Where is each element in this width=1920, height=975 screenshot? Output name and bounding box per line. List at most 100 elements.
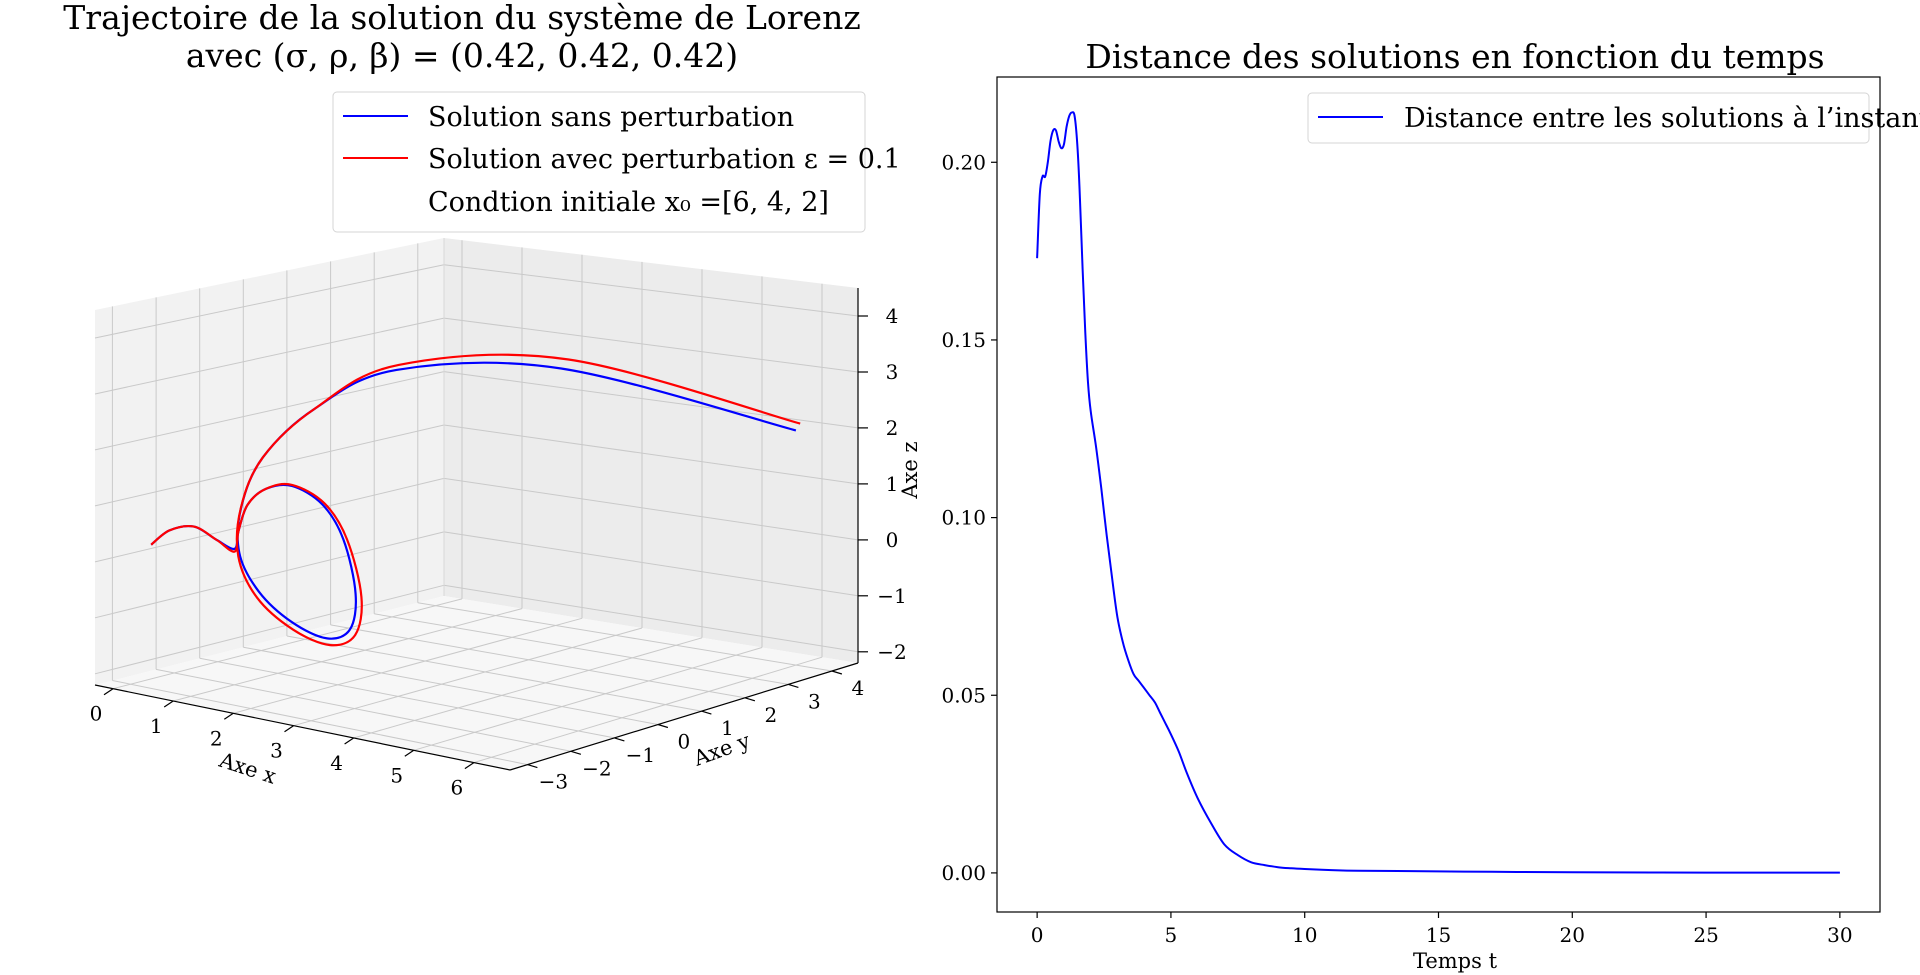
grid-x-floor [473, 656, 823, 764]
y-axis-line [509, 662, 859, 771]
x-tick-label: 0 [1031, 923, 1044, 947]
x-tick-label: 4 [330, 751, 343, 775]
y-tick-label: 3 [808, 689, 821, 713]
grid-y-floor [330, 624, 745, 699]
y-tick-label: −1 [626, 743, 655, 767]
y-tick-label: −2 [582, 756, 611, 780]
grid-x-floor [173, 608, 523, 702]
y-tick-label: 0.20 [941, 150, 986, 174]
grid-x-floor [413, 647, 763, 751]
y-tick-mark [788, 683, 799, 688]
pane-right [444, 238, 858, 663]
plot2d-ticks: 0 5 10 15 20 25 30 0.00 0.05 0.10 0.15 0.20 [941, 150, 1852, 947]
axes-3d-ticks: 0 1 2 3 4 5 6 −3 −2 −1 0 1 2 3 4 −2 −1 0 1 2 3 4 [90, 304, 907, 800]
axes-3d-panes [95, 238, 858, 770]
grid-z-back [443, 424, 859, 485]
plot2d-title: Distance des solutions en fonction du te… [1085, 37, 1824, 76]
y-tick-mark [527, 764, 538, 769]
lorenz-3d-plot: Trajectoire de la solution du système de… [63, 0, 922, 800]
y-tick-label: 0.00 [941, 861, 986, 885]
grid-z-back [443, 531, 859, 597]
legend-2d: Distance entre les solutions à l’instant… [1307, 92, 1920, 144]
y-tick-mark [831, 670, 843, 675]
y-tick-label: 4 [852, 676, 865, 700]
grid-z-left [94, 477, 445, 563]
z-tick-label: 4 [886, 304, 899, 328]
plot3d-title-line1: Trajectoire de la solution du système de… [63, 0, 860, 37]
x-tick-mark [163, 700, 174, 708]
x-tick-mark [223, 712, 234, 720]
grid-x-floor [112, 598, 463, 690]
y-tick-label: 0.05 [941, 683, 986, 707]
grid-z-left [94, 531, 445, 619]
y-tick-mark [701, 710, 712, 715]
grid-z-back [443, 264, 859, 317]
grid-y-floor [286, 635, 702, 712]
grid-z-left [94, 317, 445, 395]
x-tick-label: 25 [1693, 923, 1718, 947]
legend-3d-frame [332, 91, 866, 233]
x-tick-label: 3 [270, 739, 283, 763]
z-tick-label: 1 [886, 472, 899, 496]
grid-y-floor [199, 657, 615, 739]
legend-3d: Solution sans perturbation Solution avec… [332, 91, 901, 233]
y-tick-label: 0.15 [941, 328, 986, 352]
z-tick-label: −2 [877, 640, 906, 664]
grid-x-floor [293, 627, 643, 727]
grid-y-floor [374, 613, 789, 685]
grid-z-left [94, 424, 445, 507]
x-tick-label: 15 [1426, 923, 1451, 947]
x-tick-label: 2 [210, 726, 223, 750]
y-tick-label: 2 [765, 703, 778, 727]
pane-floor [95, 596, 858, 770]
legend-3d-entry-red: Solution avec perturbation ε = 0.1 [428, 144, 901, 175]
legend-2d-entry: Distance entre les solutions à l’instant… [1404, 103, 1920, 134]
x-tick-mark [344, 737, 354, 745]
x-tick-label: 10 [1292, 923, 1317, 947]
x-tick-label: 5 [1165, 923, 1178, 947]
grid-x-floor [233, 617, 583, 714]
z-tick-label: 3 [886, 360, 899, 384]
grid-z-left [94, 371, 445, 451]
axes-3d-gridlines [94, 238, 859, 766]
axes-3d-curves [150, 353, 801, 647]
grid-y-floor [243, 646, 658, 725]
z-tick-label: 0 [886, 528, 899, 552]
y-tick-label: 0 [678, 730, 691, 754]
grid-z-back [443, 371, 859, 429]
x-tick-label: 30 [1827, 923, 1852, 947]
y-tick-mark [614, 737, 625, 742]
trajectory-unperturbed [150, 361, 797, 640]
y-tick-label: 0.10 [941, 506, 986, 530]
grid-z-back [443, 477, 859, 541]
y-tick-mark [570, 750, 582, 755]
z-axis-label: Axe z [898, 441, 922, 499]
z-tick-label: −1 [877, 584, 906, 608]
plot3d-title-line2: avec (σ, ρ, β) = (0.42, 0.42, 0.42) [186, 36, 738, 75]
plot2d-x-axis-label: Temps t [1413, 949, 1498, 973]
x-tick-label: 0 [90, 702, 103, 726]
grid-y-floor [112, 680, 528, 766]
grid-y-floor [417, 602, 832, 672]
legend-3d-entry-blue: Solution sans perturbation [428, 102, 794, 133]
legend-3d-entry-initial-condition: Condtion initiale x₀ =[6, 4, 2] [428, 187, 829, 218]
y-tick-mark [657, 723, 669, 729]
grid-x-floor [353, 637, 703, 739]
grid-z-left [94, 584, 445, 675]
axes-3d-lines [94, 288, 859, 771]
y-tick-label: 1 [721, 716, 734, 740]
trajectory-perturbed [150, 353, 801, 647]
x-tick-label: 20 [1560, 923, 1585, 947]
x-tick-mark [464, 762, 475, 770]
distance-plot: Distance des solutions en fonction du te… [941, 37, 1920, 973]
x-tick-label: 6 [451, 776, 464, 800]
y-tick-label: −3 [539, 770, 568, 794]
x-tick-mark [404, 749, 415, 757]
x-tick-label: 5 [390, 763, 403, 787]
z-tick-label: 2 [886, 416, 899, 440]
x-tick-mark [284, 725, 294, 733]
grid-z-back [443, 584, 859, 653]
grid-z-left [94, 264, 445, 339]
plot2d-frame [996, 76, 1881, 913]
